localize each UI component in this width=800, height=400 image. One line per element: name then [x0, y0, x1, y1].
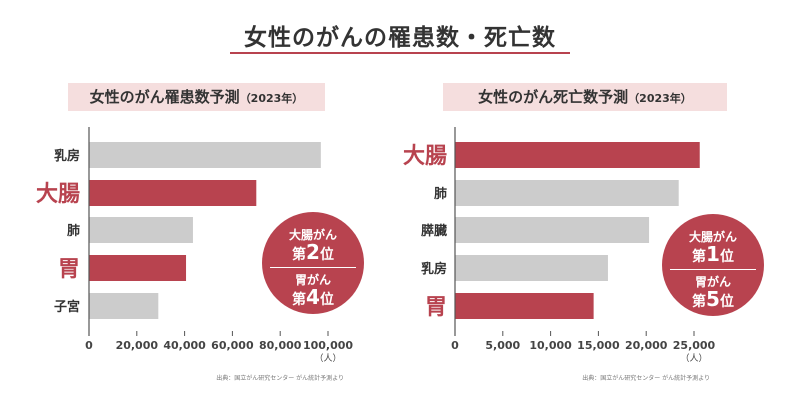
x-tick-label: 25,000	[673, 339, 716, 352]
category-label: 肺	[434, 186, 447, 202]
x-tick-label: 40,000	[163, 339, 206, 352]
title-underline	[230, 52, 570, 54]
x-tick-label: 0	[451, 339, 459, 352]
badge-pre: 第	[292, 247, 307, 263]
category-label: 膵臓	[421, 223, 447, 239]
badge-pre: 第	[692, 294, 707, 310]
badge-divider	[670, 269, 756, 270]
chart-title-mortality: 女性のがん死亡数予測（2023年）	[443, 83, 727, 111]
bar-乳房	[89, 142, 321, 168]
chart-title-text: 女性のがん罹患数予測	[89, 88, 240, 106]
x-tick-label: 5,000	[485, 339, 520, 352]
x-tick-label: 100,000	[303, 339, 353, 352]
badge-pre: 第	[292, 292, 307, 308]
unit-label: （人）	[680, 353, 707, 364]
x-tick-label: 10,000	[529, 339, 572, 352]
x-tick-label: 20,000	[116, 339, 159, 352]
category-label: 乳房	[54, 148, 80, 164]
badge-rank2: 5	[706, 287, 720, 311]
category-label: 胃	[425, 295, 447, 320]
category-label: 大腸	[36, 182, 80, 207]
main-title: 女性のがんの罹患数・死亡数	[244, 25, 556, 51]
badge-rank1: 1	[706, 242, 720, 266]
badge-post: 位	[719, 249, 734, 265]
bar-子宮	[89, 293, 159, 319]
chart-title-year: （2023年）	[239, 92, 304, 105]
bar-膵臓	[455, 217, 650, 243]
bar-胃	[89, 255, 187, 281]
unit-label: （人）	[314, 353, 341, 364]
source-note: 出典：国立がん研究センター がん統計予測より	[216, 374, 344, 382]
x-tick-label: 20,000	[625, 339, 668, 352]
badge-line3: 胃がん	[694, 275, 731, 289]
rank-badge-mortality: 大腸がん 第1位 胃がん 第5位	[662, 214, 764, 316]
badge-pre: 第	[692, 249, 707, 265]
x-tick-label: 0	[85, 339, 93, 352]
badge-line1: 大腸がん	[688, 230, 737, 244]
bar-大腸	[455, 142, 700, 168]
category-label: 子宮	[54, 299, 80, 315]
bar-大腸	[89, 180, 257, 206]
category-label: 大腸	[403, 144, 447, 169]
chart-title-text: 女性のがん死亡数予測	[478, 88, 629, 106]
bar-肺	[455, 180, 679, 206]
chart-title-incidence: 女性のがん罹患数予測（2023年）	[68, 83, 325, 111]
badge-line3: 胃がん	[294, 273, 331, 287]
badge-post: 位	[719, 294, 734, 310]
badge-post: 位	[319, 292, 334, 308]
bar-肺	[89, 217, 193, 243]
badge-rank1: 2	[306, 240, 320, 264]
badge-line1: 大腸がん	[288, 228, 337, 242]
rank-badge-incidence: 大腸がん 第2位 胃がん 第4位	[262, 212, 364, 314]
badge-rank2: 4	[306, 285, 320, 309]
source-note: 出典：国立がん研究センター がん統計予測より	[582, 374, 710, 382]
badge-divider	[270, 267, 356, 268]
category-label: 乳房	[421, 261, 447, 277]
category-label: 胃	[58, 257, 80, 282]
x-tick-label: 15,000	[577, 339, 620, 352]
bar-胃	[455, 293, 594, 319]
x-tick-label: 60,000	[211, 339, 254, 352]
badge-post: 位	[319, 247, 334, 263]
bar-乳房	[455, 255, 608, 281]
category-label: 肺	[67, 223, 80, 239]
chart-title-year: （2023年）	[628, 92, 692, 105]
x-tick-label: 80,000	[259, 339, 302, 352]
